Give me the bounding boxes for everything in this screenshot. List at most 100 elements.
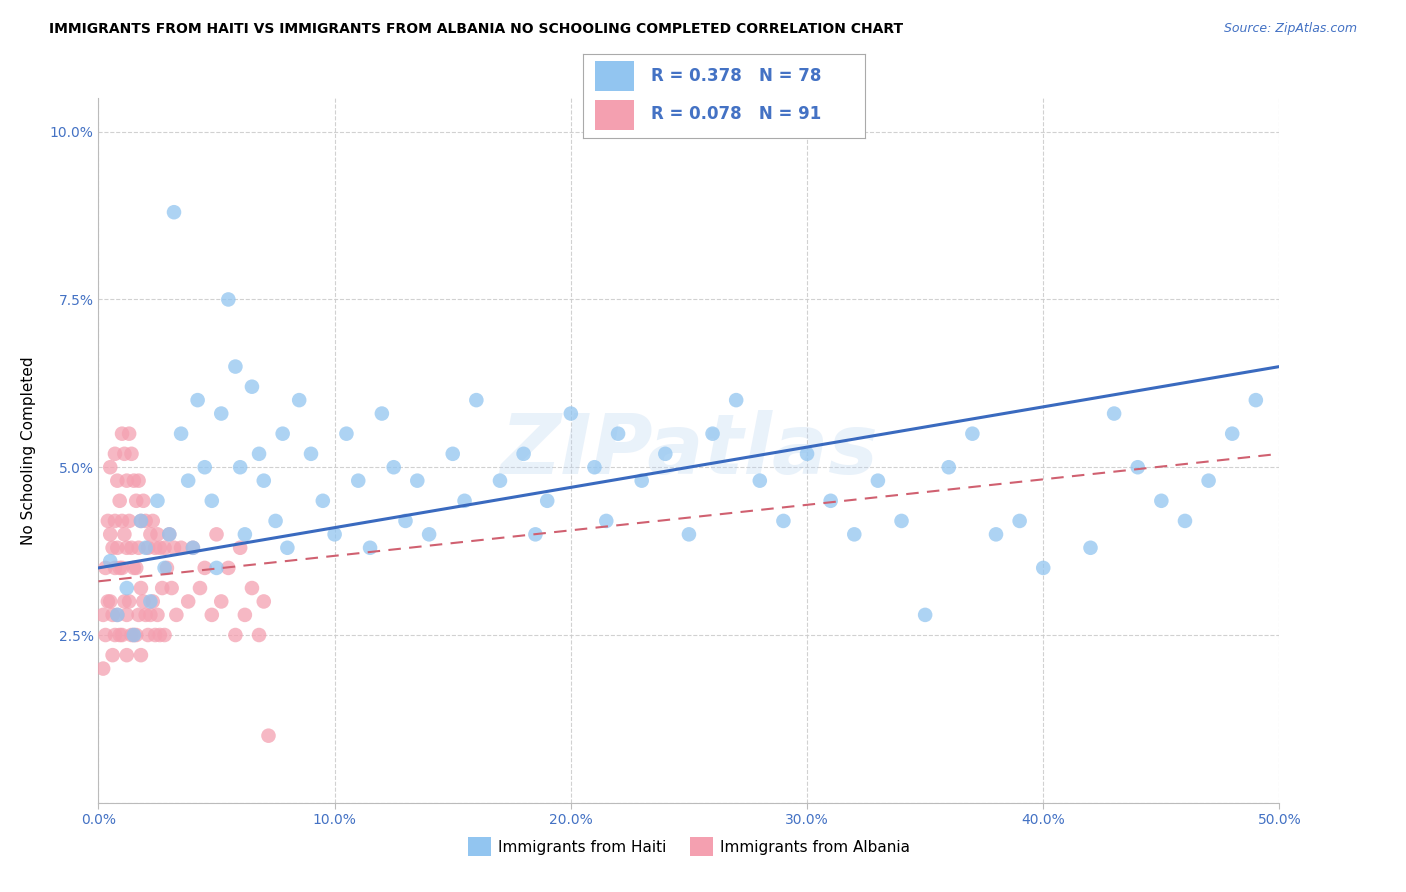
Immigrants from Albania bbox=[150, 581, 173, 595]
Immigrants from Albania bbox=[165, 607, 187, 622]
Immigrants from Albania bbox=[97, 514, 120, 528]
Immigrants from Albania bbox=[112, 527, 135, 541]
Immigrants from Albania bbox=[188, 581, 211, 595]
Immigrants from Albania bbox=[194, 561, 217, 575]
Text: R = 0.378   N = 78: R = 0.378 N = 78 bbox=[651, 67, 821, 85]
Immigrants from Albania bbox=[94, 628, 117, 642]
Immigrants from Haiti bbox=[607, 426, 630, 441]
Immigrants from Haiti bbox=[630, 474, 652, 488]
Immigrants from Albania bbox=[101, 541, 124, 555]
Immigrants from Albania bbox=[170, 541, 193, 555]
Immigrants from Haiti bbox=[187, 393, 209, 408]
Immigrants from Albania bbox=[122, 561, 145, 575]
Immigrants from Haiti bbox=[139, 594, 162, 608]
Immigrants from Albania bbox=[229, 541, 252, 555]
Immigrants from Haiti bbox=[224, 359, 246, 374]
Immigrants from Haiti bbox=[276, 541, 298, 555]
Immigrants from Haiti bbox=[560, 407, 582, 421]
Immigrants from Haiti bbox=[181, 541, 204, 555]
Immigrants from Albania bbox=[129, 514, 152, 528]
Immigrants from Albania bbox=[121, 628, 143, 642]
Immigrants from Haiti bbox=[335, 426, 357, 441]
Immigrants from Haiti bbox=[654, 447, 676, 461]
Immigrants from Albania bbox=[115, 474, 138, 488]
Immigrants from Haiti bbox=[406, 474, 429, 488]
Immigrants from Albania bbox=[128, 474, 150, 488]
Immigrants from Albania bbox=[125, 493, 148, 508]
Text: Source: ZipAtlas.com: Source: ZipAtlas.com bbox=[1223, 22, 1357, 36]
Immigrants from Haiti bbox=[359, 541, 381, 555]
Text: IMMIGRANTS FROM HAITI VS IMMIGRANTS FROM ALBANIA NO SCHOOLING COMPLETED CORRELAT: IMMIGRANTS FROM HAITI VS IMMIGRANTS FROM… bbox=[49, 22, 903, 37]
Immigrants from Albania bbox=[104, 628, 127, 642]
Immigrants from Haiti bbox=[725, 393, 748, 408]
Immigrants from Haiti bbox=[177, 474, 200, 488]
Immigrants from Haiti bbox=[866, 474, 889, 488]
Immigrants from Haiti bbox=[312, 493, 335, 508]
Immigrants from Haiti bbox=[129, 514, 152, 528]
Immigrants from Albania bbox=[105, 541, 128, 555]
Immigrants from Albania bbox=[205, 527, 228, 541]
Immigrants from Albania bbox=[108, 493, 131, 508]
Immigrants from Haiti bbox=[153, 561, 176, 575]
Immigrants from Albania bbox=[112, 447, 135, 461]
Immigrants from Albania bbox=[153, 541, 176, 555]
Immigrants from Haiti bbox=[240, 380, 263, 394]
Immigrants from Albania bbox=[111, 426, 134, 441]
Immigrants from Albania bbox=[91, 662, 114, 676]
Immigrants from Albania bbox=[104, 561, 127, 575]
Immigrants from Haiti bbox=[205, 561, 228, 575]
Immigrants from Albania bbox=[121, 541, 143, 555]
Immigrants from Haiti bbox=[347, 474, 370, 488]
Immigrants from Albania bbox=[257, 729, 280, 743]
Immigrants from Haiti bbox=[1126, 460, 1149, 475]
Immigrants from Haiti bbox=[115, 581, 138, 595]
Immigrants from Haiti bbox=[247, 447, 270, 461]
Immigrants from Haiti bbox=[938, 460, 960, 475]
Legend: Immigrants from Haiti, Immigrants from Albania: Immigrants from Haiti, Immigrants from A… bbox=[461, 831, 917, 862]
Immigrants from Albania bbox=[115, 648, 138, 662]
Immigrants from Albania bbox=[104, 514, 127, 528]
Immigrants from Haiti bbox=[122, 628, 145, 642]
Immigrants from Haiti bbox=[678, 527, 700, 541]
Immigrants from Haiti bbox=[441, 447, 464, 461]
Immigrants from Albania bbox=[163, 541, 186, 555]
Immigrants from Haiti bbox=[890, 514, 912, 528]
Immigrants from Albania bbox=[177, 594, 200, 608]
Immigrants from Haiti bbox=[371, 407, 394, 421]
Immigrants from Albania bbox=[139, 527, 162, 541]
Immigrants from Albania bbox=[125, 628, 148, 642]
Immigrants from Albania bbox=[143, 628, 166, 642]
Immigrants from Albania bbox=[105, 474, 128, 488]
Immigrants from Albania bbox=[128, 541, 150, 555]
Immigrants from Albania bbox=[146, 607, 169, 622]
Immigrants from Albania bbox=[149, 541, 172, 555]
Immigrants from Albania bbox=[181, 541, 204, 555]
Immigrants from Haiti bbox=[512, 447, 534, 461]
Immigrants from Albania bbox=[118, 514, 141, 528]
Immigrants from Albania bbox=[247, 628, 270, 642]
Immigrants from Haiti bbox=[453, 493, 475, 508]
Immigrants from Albania bbox=[201, 607, 224, 622]
Immigrants from Haiti bbox=[201, 493, 224, 508]
Immigrants from Albania bbox=[129, 581, 152, 595]
Immigrants from Haiti bbox=[394, 514, 416, 528]
Immigrants from Albania bbox=[104, 447, 127, 461]
Immigrants from Albania bbox=[146, 527, 169, 541]
Immigrants from Albania bbox=[122, 474, 145, 488]
Immigrants from Haiti bbox=[1032, 561, 1054, 575]
Immigrants from Albania bbox=[209, 594, 232, 608]
Immigrants from Albania bbox=[217, 561, 239, 575]
Immigrants from Albania bbox=[98, 460, 121, 475]
Immigrants from Haiti bbox=[253, 474, 276, 488]
Immigrants from Haiti bbox=[1244, 393, 1267, 408]
Text: ZIPatlas: ZIPatlas bbox=[501, 410, 877, 491]
Immigrants from Haiti bbox=[217, 293, 239, 307]
Immigrants from Albania bbox=[115, 541, 138, 555]
Immigrants from Albania bbox=[142, 514, 165, 528]
Immigrants from Haiti bbox=[962, 426, 984, 441]
Immigrants from Albania bbox=[108, 561, 131, 575]
Immigrants from Haiti bbox=[1008, 514, 1031, 528]
Immigrants from Albania bbox=[233, 607, 256, 622]
Immigrants from Haiti bbox=[209, 407, 232, 421]
Immigrants from Haiti bbox=[299, 447, 322, 461]
